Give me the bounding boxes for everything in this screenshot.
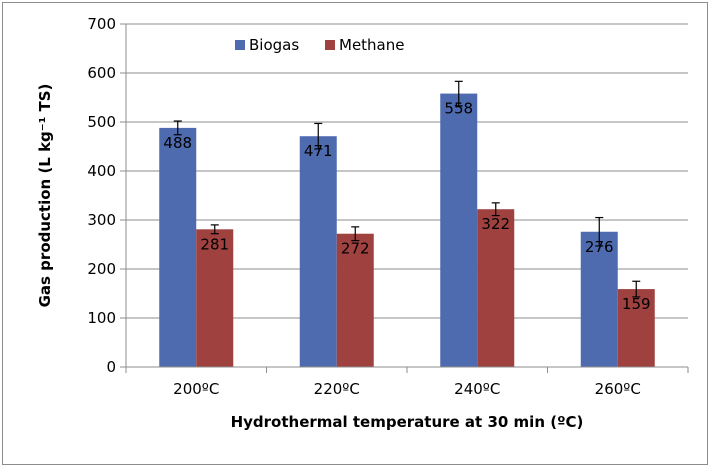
x-axis-title: Hydrothermal temperature at 30 min (ºC) <box>231 413 584 431</box>
y-tick-label: 300 <box>87 211 116 229</box>
data-label: 488 <box>163 134 192 152</box>
data-label: 558 <box>444 100 473 118</box>
bar-methane <box>336 233 374 367</box>
legend-label-methane: Methane <box>339 36 405 54</box>
axes-group: 0 100 200 300 400 500 600 700 200ºC 220ºC 240ºC 260… <box>87 15 689 398</box>
y-tick-label: 700 <box>87 15 116 33</box>
error-bars-group <box>173 80 641 298</box>
bar-biogas <box>299 136 337 367</box>
bar-methane <box>617 289 655 367</box>
bars-group <box>159 93 655 367</box>
y-tick-label: 500 <box>87 113 116 131</box>
data-label: 281 <box>200 235 229 253</box>
x-tick-label: 240ºC <box>454 380 500 398</box>
y-tick-label: 0 <box>106 358 116 376</box>
legend-swatch-methane <box>325 40 335 50</box>
data-label: 276 <box>585 238 614 256</box>
data-label: 471 <box>304 142 333 160</box>
bar-biogas <box>440 93 478 367</box>
y-tick-label: 600 <box>87 64 116 82</box>
data-label: 322 <box>481 215 510 233</box>
legend: Biogas Methane <box>235 36 405 54</box>
legend-swatch-biogas <box>235 40 245 50</box>
x-tick-label: 200ºC <box>173 380 219 398</box>
data-label: 159 <box>622 295 651 313</box>
data-labels-group: 488 281 471 272 558 322 276 159 <box>163 100 650 314</box>
x-tick-label: 260ºC <box>595 380 641 398</box>
bar-methane <box>477 209 515 367</box>
bar-methane <box>196 229 234 367</box>
bar-biogas <box>580 231 618 367</box>
x-tick-label: 220ºC <box>314 380 360 398</box>
y-axis-title: Gas production (L kg⁻¹ TS) <box>36 84 54 308</box>
y-tick-label: 200 <box>87 260 116 278</box>
bar-biogas <box>159 127 197 367</box>
y-tick-label: 400 <box>87 162 116 180</box>
y-tick-label: 100 <box>87 309 116 327</box>
data-label: 272 <box>341 240 370 258</box>
legend-label-biogas: Biogas <box>249 36 299 54</box>
